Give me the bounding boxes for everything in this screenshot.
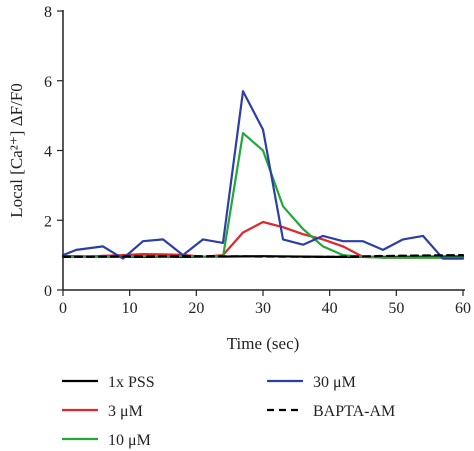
y-tick-label: 8 [44,4,52,21]
series-line-3 [61,90,465,260]
x-tick-label: 50 [388,300,404,317]
x-tick-label: 30 [255,300,271,317]
x-tick-label: 40 [322,300,338,317]
y-tick-label: 0 [44,283,52,300]
legend-label-0: 1x PSS [108,374,155,391]
axes: 0 10 20 30 40 50 60 0 2 4 6 8 [44,4,471,317]
y-tick-label: 6 [44,74,52,91]
series-line-4 [61,254,465,258]
x-tick-label: 0 [59,300,67,317]
legend-label-1: 3 μM [108,403,143,420]
x-tick-label: 10 [122,300,138,317]
series-layer [61,90,465,260]
x-axis-title: Time (sec) [227,334,300,353]
x-tick-label: 60 [455,300,471,317]
y-axis-title: Local [Ca²⁺] ΔF/F0 [7,83,26,218]
legend-label-3: 30 μM [313,374,356,391]
legend-label-4: BAPTA-AM [313,403,395,420]
y-tick-label: 2 [44,213,52,230]
x-tick-label: 20 [188,300,204,317]
legend: 1x PSS 3 μM 10 μM 30 μM BAPTA-AM [62,374,395,449]
y-tick-label: 4 [44,144,52,161]
legend-label-2: 10 μM [108,432,151,449]
